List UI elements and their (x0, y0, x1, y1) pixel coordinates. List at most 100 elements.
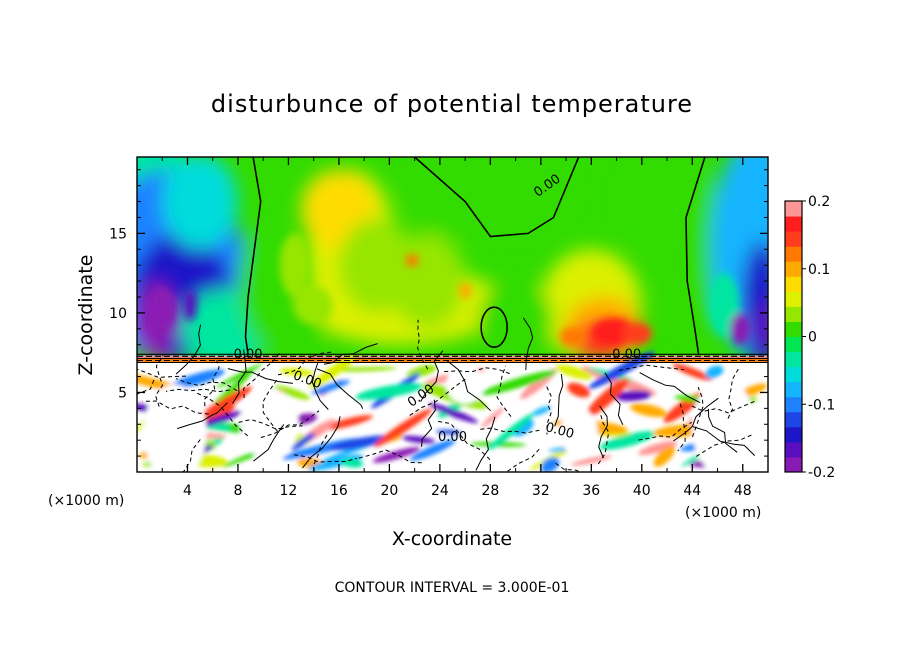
colorbar-swatch (785, 321, 802, 337)
field-cell (143, 384, 207, 472)
x-tick-label: 28 (481, 483, 499, 499)
colorbar-swatch (785, 246, 802, 262)
contour-line (142, 400, 209, 415)
colorbar-swatch (785, 396, 802, 413)
contour-line (154, 355, 164, 407)
field-cell (752, 301, 768, 350)
field-cell (477, 281, 554, 361)
field-cell (294, 285, 333, 325)
x-tick-label: 32 (532, 483, 550, 499)
contour-line (546, 386, 552, 435)
x-tick-label: 20 (380, 483, 398, 499)
contour-line (598, 405, 608, 459)
field-cell (183, 289, 197, 321)
contour-line (312, 434, 328, 472)
field-cell (559, 327, 586, 347)
contour-line (203, 359, 220, 407)
contour-line (409, 378, 466, 416)
contour-labels: 0.000.00 0.000.000.000.00 0.00 (234, 172, 642, 445)
field-cell (410, 439, 456, 461)
colorbar-swatch (785, 441, 802, 458)
x-axis: 4 8 12 16 20 24 28 32 36 40 44 48 (161, 157, 752, 499)
contour-line (137, 379, 155, 396)
field-cell (200, 386, 252, 420)
field-cell (435, 429, 462, 435)
field-cell (279, 233, 310, 297)
field-cell (692, 379, 756, 472)
x-tick-label: 4 (183, 483, 192, 499)
contour-interval-label: CONTOUR INTERVAL = 3.000E-01 (335, 580, 570, 596)
field-cell (197, 411, 242, 428)
field-cell (389, 233, 466, 329)
contour-line (238, 418, 303, 430)
field-cell (240, 389, 299, 460)
contour-line (673, 397, 719, 442)
contour-line (638, 421, 692, 441)
contour-line (311, 362, 329, 410)
field-cell (615, 390, 652, 402)
contour-line (692, 426, 756, 456)
contour-line (302, 416, 341, 469)
contour-line (420, 350, 444, 402)
field-cell (405, 254, 419, 267)
contour-line (727, 368, 739, 419)
x-tick-label: 8 (233, 483, 242, 499)
field-cell (458, 282, 472, 299)
field-cell (290, 432, 316, 451)
colorbar: 0.2 0.1 0 -0.1 -0.2 (784, 194, 835, 481)
field-cell (292, 413, 318, 425)
contour-line (480, 306, 508, 349)
field-cell (137, 355, 768, 359)
field-cell (406, 364, 437, 378)
field-cell (402, 157, 579, 242)
field-cell (374, 408, 433, 447)
contour-line (555, 462, 582, 472)
field-cell (555, 364, 593, 380)
colorbar-swatch (785, 216, 802, 232)
contour-line (277, 351, 333, 376)
contour-line (522, 317, 534, 371)
contour-line (417, 319, 429, 370)
field-cell (708, 273, 739, 337)
colorbar-swatch (785, 201, 802, 217)
colorbar-swatch (785, 381, 802, 398)
field-cell (581, 366, 657, 396)
colorbar-swatch (785, 261, 802, 277)
y-tick-label: 10 (109, 306, 127, 322)
colorbar-tick-label: -0.2 (808, 465, 835, 481)
field-cell (215, 363, 263, 389)
field-cell (638, 440, 678, 456)
colorbar-swatch (785, 411, 802, 428)
field-cell (585, 378, 629, 418)
colorbar-tick-label: 0.1 (808, 262, 830, 278)
field-cell (273, 385, 311, 400)
contour-line (618, 364, 685, 371)
contour-label: 0.00 (234, 347, 263, 362)
field-cell (355, 383, 423, 400)
colorbar-swatch (785, 456, 802, 473)
contour-line (244, 157, 262, 355)
contour-label: 0.00 (544, 420, 576, 442)
field-cell (481, 407, 504, 428)
field-cell (401, 435, 436, 444)
field-cell (324, 415, 373, 430)
contour-line (677, 403, 686, 452)
contour-line (165, 388, 230, 393)
field-cell (328, 435, 393, 451)
contour-line (707, 408, 738, 453)
contour-label: 0.00 (612, 347, 641, 362)
contour-line (597, 412, 610, 465)
contour-line (446, 360, 491, 412)
colorbar-swatch (785, 351, 802, 368)
field-cell (672, 363, 713, 381)
contour-line (477, 427, 540, 434)
contour-line (177, 402, 228, 430)
x-tick-label: 44 (683, 483, 701, 499)
field-cell (309, 355, 356, 389)
colorbar-swatch (785, 291, 802, 307)
field-cell (143, 306, 164, 336)
colorbar-tick-label: 0 (808, 330, 817, 346)
contour-line (260, 410, 320, 438)
field-cell (730, 312, 751, 345)
